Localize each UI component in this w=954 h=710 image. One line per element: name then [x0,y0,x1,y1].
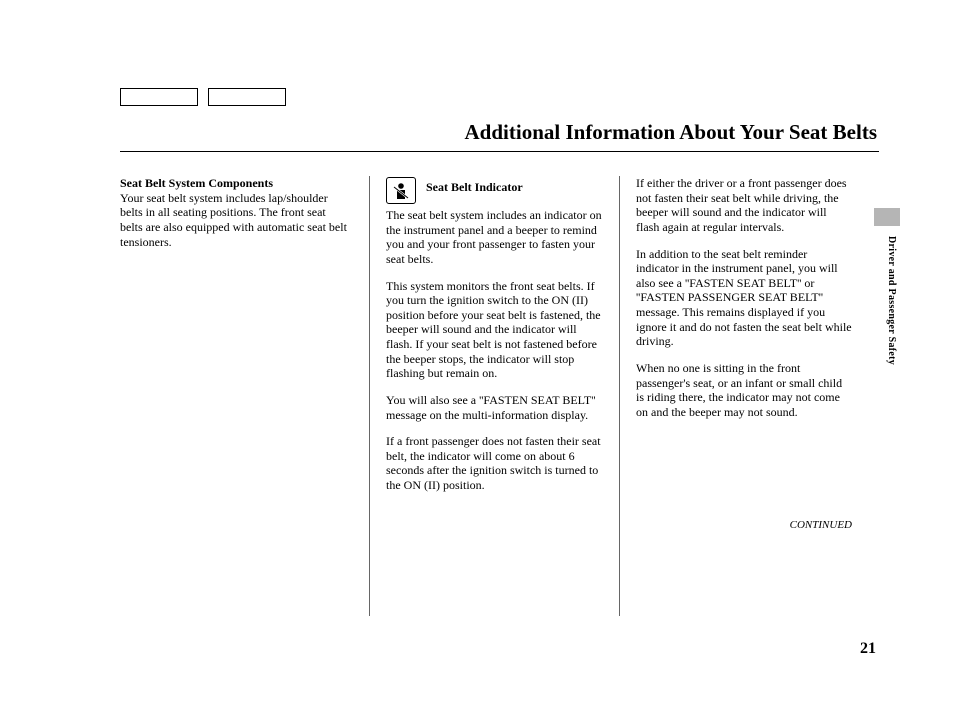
content-columns: Seat Belt System Components Your seat be… [120,176,879,616]
column-2: Seat Belt Indicator The seat belt system… [370,176,620,616]
col3-p3: When no one is sitting in the front pass… [636,361,852,420]
col3-p1: If either the driver or a front passenge… [636,176,852,235]
col2-p1: The seat belt system includes an indicat… [386,208,603,267]
col3-p2: In addition to the seat belt reminder in… [636,247,852,349]
header-link-boxes [120,88,286,106]
column-1: Seat Belt System Components Your seat be… [120,176,370,616]
section-side-label: Driver and Passenger Safety [886,236,897,365]
title-rule [120,151,879,152]
column-3: If either the driver or a front passenge… [620,176,870,616]
nav-box-1[interactable] [120,88,198,106]
nav-box-2[interactable] [208,88,286,106]
page-title: Additional Information About Your Seat B… [120,120,879,145]
page-number: 21 [860,640,876,658]
col1-heading: Seat Belt System Components [120,176,273,190]
continued-label: CONTINUED [636,519,852,532]
section-tab [874,208,900,226]
col2-p3: You will also see a ''FASTEN SEAT BELT''… [386,393,603,422]
col2-p2: This system monitors the front seat belt… [386,279,603,381]
col1-paragraph: Seat Belt System Components Your seat be… [120,176,349,249]
indicator-heading-row: Seat Belt Indicator [386,176,603,204]
col1-body: Your seat belt system includes lap/shoul… [120,191,347,249]
col2-heading: Seat Belt Indicator [426,176,523,195]
seatbelt-indicator-icon [386,177,416,204]
col2-p4: If a front passenger does not fasten the… [386,434,603,493]
